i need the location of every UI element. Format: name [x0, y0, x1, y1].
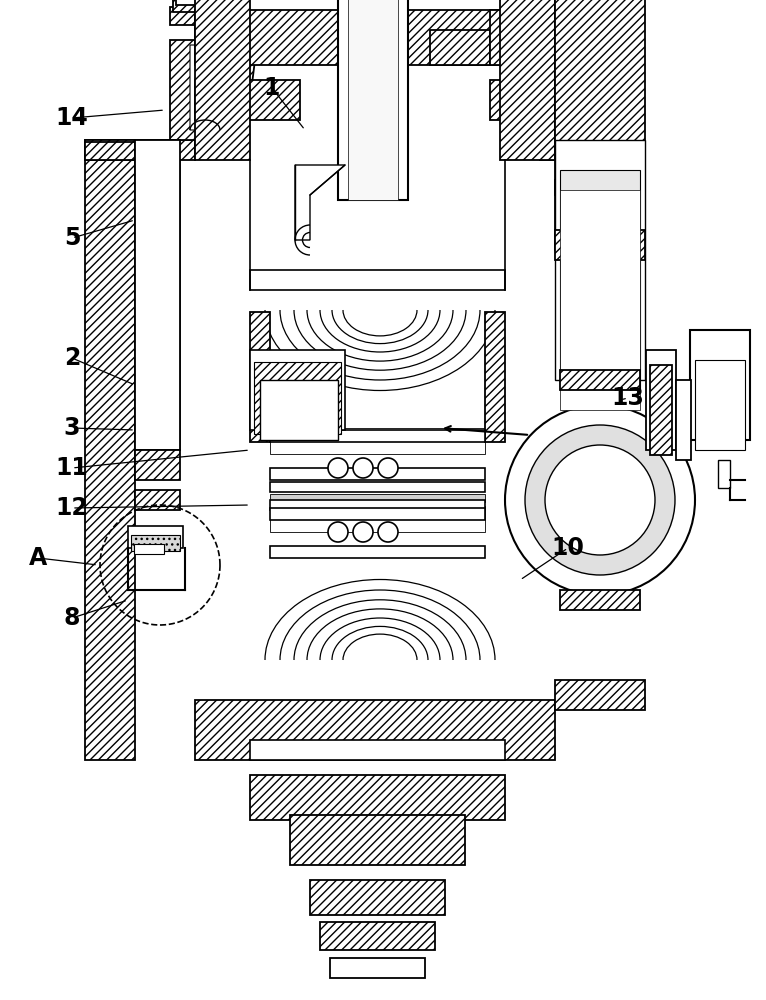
Polygon shape	[85, 140, 195, 160]
Circle shape	[505, 405, 695, 595]
Bar	[718, 460, 730, 488]
Circle shape	[353, 522, 373, 542]
Bar	[330, 958, 425, 978]
Bar	[135, 140, 180, 450]
Bar	[646, 350, 676, 450]
Bar	[254, 362, 341, 434]
Text: 2: 2	[64, 346, 80, 370]
Polygon shape	[295, 165, 345, 240]
Bar	[135, 450, 180, 480]
Bar	[690, 330, 750, 440]
Bar	[560, 590, 640, 610]
Bar	[310, 880, 445, 915]
Bar	[338, 0, 408, 200]
Bar	[270, 430, 485, 442]
Text: 5: 5	[64, 226, 80, 250]
Bar	[260, 380, 338, 440]
Bar	[270, 468, 485, 480]
Bar	[250, 312, 270, 442]
Text: 14: 14	[56, 106, 88, 130]
Bar	[270, 508, 485, 520]
Bar	[195, 700, 555, 760]
Bar	[128, 526, 183, 548]
Bar	[170, 7, 218, 25]
Bar	[490, 10, 610, 65]
Circle shape	[328, 458, 348, 478]
Bar	[85, 142, 135, 160]
Bar	[250, 270, 505, 290]
Bar	[195, 0, 250, 160]
Bar	[135, 490, 180, 510]
Bar	[555, 180, 610, 195]
Bar	[560, 370, 640, 390]
Text: A: A	[29, 546, 47, 570]
Bar	[250, 350, 345, 430]
Text: 3: 3	[64, 416, 80, 440]
Bar	[320, 922, 435, 950]
Circle shape	[378, 458, 398, 478]
Bar	[270, 494, 485, 502]
Circle shape	[378, 522, 398, 542]
Bar	[134, 544, 164, 554]
Circle shape	[545, 445, 655, 555]
Bar	[195, 10, 580, 65]
Bar	[560, 165, 605, 180]
Bar	[560, 170, 640, 390]
Bar	[555, 680, 645, 710]
Bar	[270, 500, 485, 510]
Circle shape	[525, 425, 675, 575]
Bar	[195, 80, 300, 120]
Bar	[348, 0, 398, 200]
Bar	[485, 312, 505, 442]
Bar	[555, 230, 645, 260]
Text: 12: 12	[56, 496, 88, 520]
Text: 11: 11	[56, 456, 88, 480]
Polygon shape	[170, 40, 255, 140]
Text: 10: 10	[552, 536, 584, 560]
Bar	[676, 380, 691, 460]
Bar	[560, 190, 640, 410]
Text: 1: 1	[264, 76, 280, 100]
Bar	[270, 428, 485, 454]
Bar	[135, 140, 180, 450]
Bar	[695, 360, 745, 450]
Bar	[250, 775, 505, 820]
Bar	[430, 30, 490, 65]
Polygon shape	[190, 45, 225, 130]
Bar	[176, 0, 212, 5]
Bar	[85, 140, 135, 760]
Bar	[270, 482, 485, 492]
Bar	[540, 120, 610, 160]
Bar	[490, 80, 610, 120]
Bar	[270, 546, 485, 558]
Text: 13: 13	[611, 386, 644, 410]
Bar	[650, 365, 672, 455]
Circle shape	[328, 522, 348, 542]
Bar	[290, 815, 465, 865]
Bar	[555, 140, 610, 160]
Text: 8: 8	[64, 606, 80, 630]
Bar	[270, 506, 485, 532]
Bar	[131, 535, 180, 551]
Bar	[555, 140, 645, 380]
Bar	[250, 740, 505, 760]
Circle shape	[353, 458, 373, 478]
Bar	[173, 0, 215, 12]
Bar	[500, 0, 555, 160]
Bar	[555, 0, 645, 250]
